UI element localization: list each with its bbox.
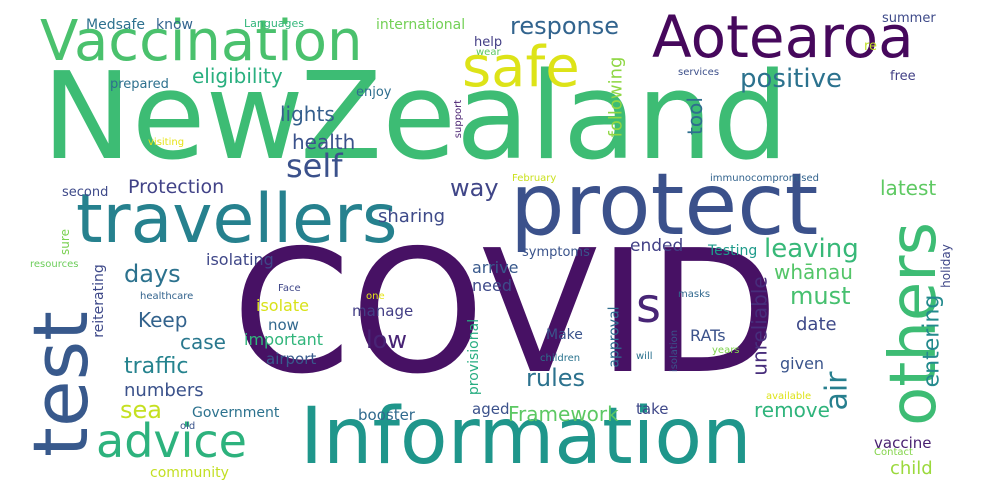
word-remove: remove (754, 398, 830, 422)
word-provisional: provisional (466, 318, 483, 396)
word-travellers: travellers (76, 180, 398, 259)
word-zealand: Zealand (300, 48, 789, 187)
word-support: support (453, 99, 465, 139)
word-booster: booster (358, 406, 415, 424)
word-lights: lights (280, 102, 335, 126)
word-aotearoa: Aotearoa (652, 3, 914, 71)
word-now: now (268, 316, 299, 334)
word-days: days (124, 260, 181, 288)
word-available: available (766, 391, 812, 402)
word-keep: Keep (138, 308, 188, 332)
word-eligibility: eligibility (192, 64, 283, 88)
word-languages: Languages (244, 17, 305, 30)
word-enjoy: enjoy (356, 85, 392, 100)
word-resources: resources (30, 259, 79, 270)
word-wear: wear (476, 47, 501, 58)
word-make: Make (546, 327, 583, 343)
word-protection: Protection (128, 176, 225, 198)
word-must: must (790, 282, 851, 310)
word-healthcare: healthcare (140, 291, 194, 302)
word-important: important (244, 330, 324, 349)
word-following: following (605, 56, 627, 138)
word-whanau: whānau (774, 260, 853, 284)
word-self: self (286, 147, 343, 185)
word-latest: latest (880, 176, 937, 200)
word-symptoms: symptoms (522, 245, 590, 260)
word-child: child (890, 458, 933, 479)
word-vaccination: Vaccination (40, 9, 363, 74)
word-rats: RATs (690, 326, 726, 345)
word-international: international (376, 17, 466, 33)
word-ended: ended (630, 236, 684, 256)
word-s: s (636, 278, 662, 334)
word-free: free (890, 69, 916, 84)
word-approval: approval (606, 306, 623, 368)
word-vaccine: vaccine (874, 434, 932, 452)
word-prepared: prepared (110, 77, 169, 92)
word-rules: rules (526, 364, 586, 392)
word-information: Information (300, 392, 752, 482)
word-framework: Framework (508, 402, 619, 426)
word-years: years (712, 345, 740, 356)
word-will: will (636, 351, 653, 362)
word-advice: advice (96, 414, 247, 468)
word-test: test (15, 311, 105, 457)
word-numbers: numbers (124, 380, 204, 401)
word-covid: COVID (232, 214, 779, 412)
word-traffic: traffic (124, 354, 189, 379)
word-masks: masks (678, 289, 711, 300)
word-medsafe: Medsafe (86, 17, 145, 33)
word-holiday: holiday (938, 244, 953, 288)
word-contact: Contact (874, 447, 913, 458)
word-date: date (796, 314, 837, 335)
word-re: re (864, 39, 878, 54)
word-visiting: visiting (148, 137, 185, 148)
word-services: services (678, 67, 720, 78)
word-response: response (510, 12, 620, 40)
word-government: Government (192, 405, 280, 421)
word-help: help (474, 35, 503, 50)
word-isolate: isolate (256, 296, 309, 315)
word-summer: summer (882, 11, 936, 26)
word-take: take (636, 400, 669, 418)
word-case: case (180, 330, 226, 354)
word-sure: sure (57, 229, 72, 255)
word-children: children (540, 353, 581, 364)
word-face: Face (278, 283, 301, 294)
word-safe: safe (462, 35, 580, 100)
word-given: given (780, 354, 825, 373)
word-positive: positive (740, 64, 842, 94)
word-unreliable: unreliable (747, 276, 772, 376)
word-community: community (150, 465, 229, 481)
word-way: way (450, 174, 499, 202)
word-second: second (62, 185, 109, 200)
word-new: New (42, 48, 304, 187)
word-testing: Testing (708, 243, 758, 259)
word-entering: entering (919, 294, 945, 388)
word-leaving: leaving (764, 234, 859, 264)
word-reiterating: reiterating (90, 264, 107, 338)
word-isolation: isolation (669, 329, 681, 373)
word-need: need (472, 276, 512, 295)
word-immunocompromised: immunocompromised (710, 173, 819, 184)
word-low: low (366, 326, 407, 354)
word-old: old (180, 421, 196, 432)
word-sharing: sharing (378, 206, 446, 227)
word-manage: manage (352, 302, 414, 320)
word-health: health (292, 130, 356, 154)
word-aged: aged (472, 400, 510, 418)
word-isolating: isolating (206, 250, 274, 269)
word-know: know (156, 17, 193, 33)
word-one: one (366, 291, 385, 302)
word-tool: tool (682, 97, 707, 135)
word-airport: airport (266, 350, 317, 368)
word-protect: protect (510, 155, 819, 255)
word-february: February (512, 173, 557, 184)
word-sea: sea (120, 396, 162, 424)
word-arrive: arrive (472, 258, 519, 277)
